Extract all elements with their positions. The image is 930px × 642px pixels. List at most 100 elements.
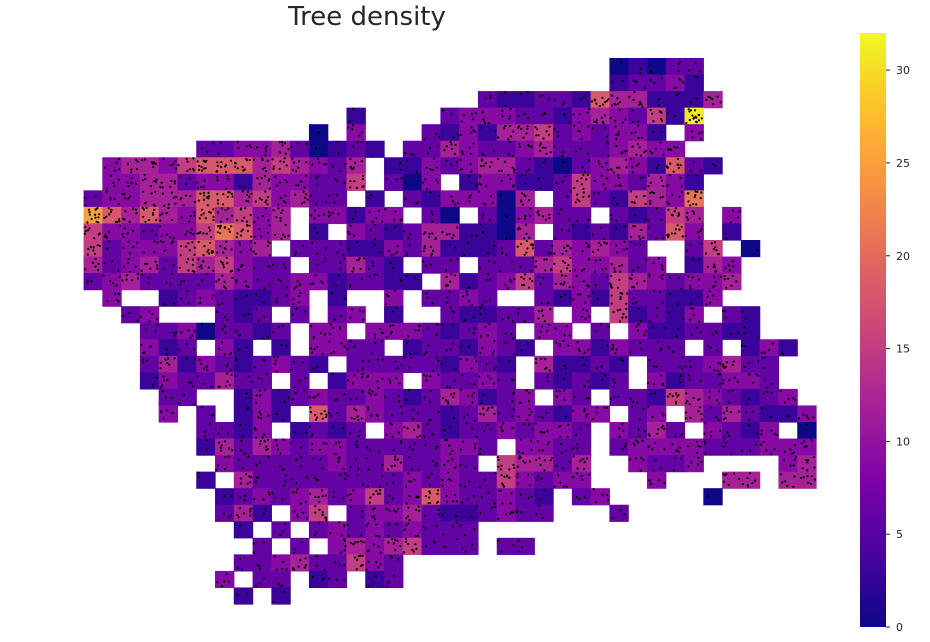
tree-point [578,200,581,203]
heatmap-cell [121,273,141,291]
tree-point [115,284,118,287]
tree-point [676,224,679,227]
heatmap-cell [421,322,441,340]
heatmap-cell [402,173,423,191]
tree-point [127,240,130,243]
heatmap-cell [346,355,366,373]
tree-point [356,141,359,144]
tree-point [474,112,477,115]
tree-point [422,181,425,184]
tree-point [450,113,453,116]
heatmap-cell [459,537,479,555]
heatmap-cell [477,306,498,324]
tree-point [486,279,489,282]
heatmap-cell [384,256,404,274]
tree-point [425,187,428,190]
tree-point [408,366,411,369]
tree-point [519,243,523,246]
tree-point [586,111,589,114]
tree-point [597,159,600,163]
tree-point [159,386,162,389]
tree-point [635,195,638,198]
tree-point [235,279,238,282]
tree-point [161,186,164,189]
tree-point [448,386,451,389]
tree-point [437,135,441,138]
tree-point [284,194,287,197]
tree-point [188,249,191,252]
tree-point [423,353,426,356]
heatmap-cell [384,405,404,423]
heatmap-cell [271,438,291,456]
heatmap-cell [722,256,742,274]
heatmap-cell [628,455,648,473]
tree-point [369,194,372,197]
tree-point [193,357,196,360]
tree-point [223,280,226,283]
tree-point [641,105,644,108]
chart-title: Tree density [288,2,446,32]
heatmap-cell [722,322,742,340]
tree-point [713,241,717,244]
heatmap-cell [722,306,742,324]
tree-point [523,253,526,256]
tree-point [103,235,106,238]
tree-point [660,374,663,377]
tree-point [316,365,319,368]
tree-point [337,274,340,277]
tree-point [169,283,172,286]
tree-point [141,179,144,182]
tree-point [163,379,166,382]
tree-point [450,195,453,198]
tree-point [340,342,343,345]
tree-point [639,177,642,180]
heatmap-cell [740,405,761,423]
heatmap-cell [459,471,479,489]
tree-point [563,281,566,284]
tree-point [223,226,226,229]
tree-point [553,99,556,102]
tree-point [280,211,283,214]
tree-point [190,228,193,231]
tree-point [354,161,357,164]
heatmap-cell [477,173,498,191]
heatmap-cell [477,339,498,357]
heatmap-cell [609,306,629,324]
tree-point [564,261,567,264]
heatmap-cell [346,107,366,125]
tree-point [553,262,556,265]
tree-point [310,325,313,328]
heatmap-cell [609,140,629,158]
tree-point [163,249,166,252]
tree-point [97,233,100,236]
tree-point [513,352,516,355]
tree-point [245,220,249,223]
tree-point [178,402,181,405]
tree-point [689,416,692,419]
colorbar-tick-label: 15 [896,343,910,356]
tree-point [335,179,338,182]
tree-point [625,302,628,305]
heatmap-cell [158,388,179,407]
tree-point [689,307,692,310]
tree-point [337,152,340,155]
tree-point [610,348,613,351]
tree-point [155,318,159,321]
tree-point [699,197,702,200]
tree-point [263,359,266,362]
tree-point [414,329,417,332]
heatmap-cell [515,140,535,158]
tree-point [185,157,188,160]
tree-point [167,357,170,360]
tree-point [159,186,162,189]
tree-point [649,191,652,194]
heatmap-cell [177,273,197,291]
tree-point [144,262,147,265]
tree-point [737,332,740,335]
tree-point [293,386,296,389]
heatmap-cell [252,355,272,373]
heatmap-cell [703,388,723,407]
tree-point [694,75,697,78]
tree-point [216,193,219,196]
tree-point [347,126,350,129]
